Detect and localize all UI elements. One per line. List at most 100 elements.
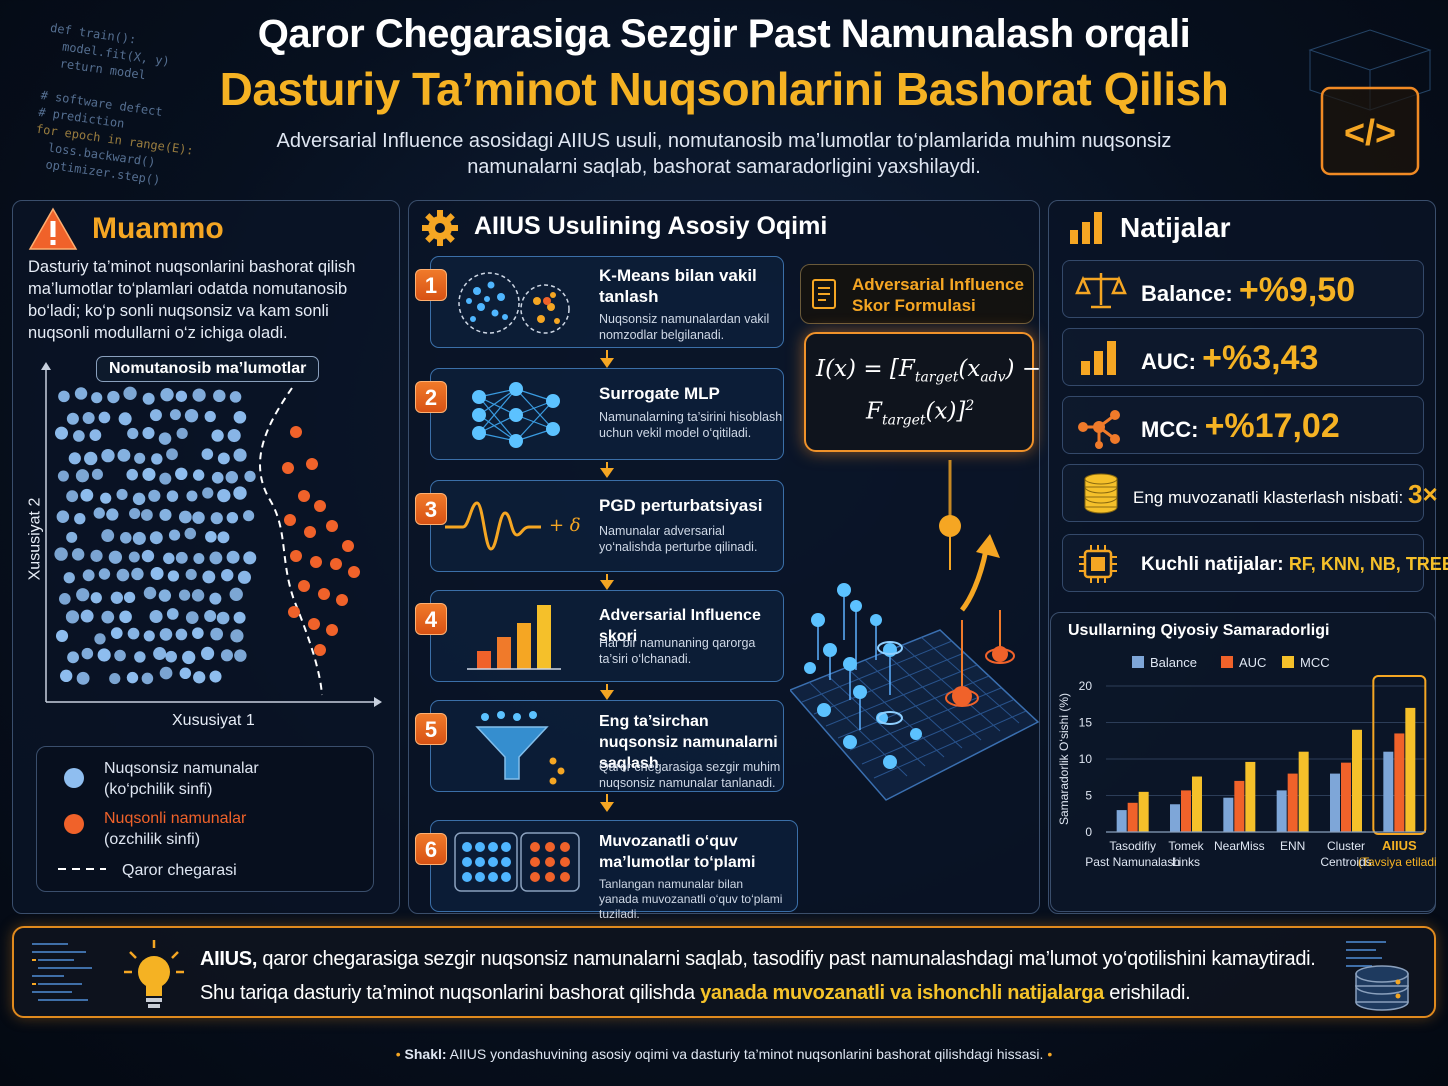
formula-header: [800, 264, 1034, 324]
flow-arrowhead: [600, 802, 614, 812]
step-3: 3 + δ PGD perturbatsiyasi Namunalar adve…: [415, 480, 784, 572]
nondefect-point: [66, 490, 79, 503]
y-tick-label: 15: [1079, 716, 1093, 730]
nondefect-point: [90, 549, 103, 562]
figure-caption: • Shakl: AIIUS yondashuvining asosiy oqi…: [395, 1046, 1053, 1062]
funnel-icon: [475, 711, 565, 785]
nondefect-point: [149, 531, 163, 545]
step-title: Eng ta’sirchan nuqsonsiz namunalarni saq…: [599, 713, 778, 772]
nondefect-point: [193, 671, 206, 684]
nondefect-point: [166, 608, 179, 620]
defect-point: [314, 644, 326, 656]
nondefect-point: [80, 488, 94, 502]
x-axis-label: Xususiyat 1: [172, 712, 255, 729]
nondefect-point: [229, 391, 242, 403]
nondefect-point: [129, 507, 141, 520]
bar-balance-5: [1383, 751, 1394, 832]
chip-icon: [1079, 545, 1117, 583]
comparison-bar-chart: Balance AUC MCC 0 5 10 15 20 Samaradorlik O‘sish…: [1057, 655, 1436, 869]
defect-point: [290, 550, 302, 562]
nondefect-point: [101, 529, 115, 542]
nondefect-point: [150, 566, 164, 580]
nondefect-point: [76, 671, 90, 685]
bar-mcc-5: [1405, 707, 1416, 832]
x-tick-label: AIIUS: [1382, 838, 1417, 853]
step-title: K-Means bilan vakil tanlash: [599, 266, 757, 306]
conclusion-line2: Shu tariqa dasturiy ta’minot nuqsonlarin…: [200, 982, 1191, 1004]
nondefect-point: [128, 551, 140, 563]
nondefect-point: [74, 513, 86, 525]
result-label: Balance: +%9,50: [1141, 271, 1356, 309]
nondefect-point: [175, 551, 188, 564]
bar-mcc-0: [1138, 791, 1149, 832]
nondefect-point: [142, 392, 155, 405]
bar-auc-0: [1127, 802, 1138, 832]
nondefect-point: [141, 672, 154, 685]
x-tick-label: Tomek: [1168, 839, 1204, 853]
nondefect-point: [209, 670, 222, 683]
nondefect-point: [233, 611, 246, 624]
nondefect-point: [132, 492, 146, 506]
legend-defect: Nuqsonli namunalar (ozchilik sinfi): [104, 810, 247, 848]
nondefect-point: [243, 551, 257, 565]
nondefect-point: [217, 488, 231, 503]
nondefect-point: [81, 647, 94, 660]
nondefect-point: [117, 448, 131, 462]
nondefect-point: [243, 510, 255, 522]
nondefect-point: [66, 531, 78, 543]
nondefect-point: [114, 649, 126, 662]
defect-point: [326, 624, 338, 636]
bar-chart-icon: [1081, 341, 1116, 375]
result-balance: Balance: +%9,50: [1062, 260, 1424, 318]
bar-balance-1: [1170, 804, 1180, 832]
nondefect-point: [91, 392, 103, 404]
nondefect-point: [233, 486, 247, 500]
nondefect-point: [166, 448, 178, 461]
nondefect-point: [143, 586, 157, 600]
nondefect-point: [158, 432, 172, 445]
flow-arrowhead: [600, 690, 614, 700]
nondefect-point: [153, 647, 167, 661]
nondefect-point: [233, 448, 247, 462]
nondefect-point: [68, 452, 81, 465]
nondefect-point: [120, 532, 132, 544]
nondefect-point: [82, 569, 95, 582]
nondefect-point: [132, 531, 146, 545]
results-title: Natijalar: [1120, 212, 1231, 243]
kmeans-cluster-icon: [458, 272, 570, 334]
legend-boundary: Qaror chegarasi: [122, 862, 237, 879]
nondefect-point: [167, 570, 180, 582]
nondefect-point: [73, 430, 85, 442]
nondefect-point: [202, 570, 216, 584]
nondefect-point: [123, 386, 137, 400]
nondefect-point: [168, 529, 181, 541]
step-title: Muvozanatli o‘quv ma’lumotlar to‘plami: [599, 833, 756, 871]
defect-point: [304, 526, 316, 538]
nondefect-point: [159, 628, 173, 641]
flow-arrow: [606, 350, 608, 360]
nondefect-point: [66, 412, 79, 425]
nondefect-point: [233, 410, 247, 424]
step-desc: Qaror chegarasiga sezgir muhim nuqsonsiz…: [599, 760, 781, 790]
nondefect-point: [234, 649, 247, 662]
nondefect-point: [67, 651, 79, 664]
flow-arrowhead: [600, 468, 614, 478]
bar-auc-4: [1341, 762, 1351, 832]
flow-arrow: [606, 794, 608, 804]
nondefect-point: [204, 410, 216, 423]
result-auc: AUC: +%3,43: [1062, 328, 1424, 386]
nondefect-point: [57, 470, 69, 482]
nondefect-point: [165, 650, 177, 663]
formula-line1: I(x) = [Ftarget(xadv) −: [816, 356, 1042, 386]
nondefect-point: [97, 648, 111, 662]
nondefect-point: [142, 467, 156, 481]
nondefect-point: [108, 550, 123, 564]
result-cluster-ratio: Eng muvozanatli klasterlash nisbati: 3×: [1062, 464, 1438, 522]
flow-arrowhead: [600, 580, 614, 590]
imbalance-scatter: [41, 362, 382, 707]
nondefect-point: [93, 507, 105, 519]
legend-label: AUC: [1239, 655, 1266, 670]
svg-text:</>: </>: [1344, 112, 1396, 153]
step-title: Adversarial Influence skori: [599, 607, 761, 645]
bar-auc-2: [1234, 780, 1245, 832]
